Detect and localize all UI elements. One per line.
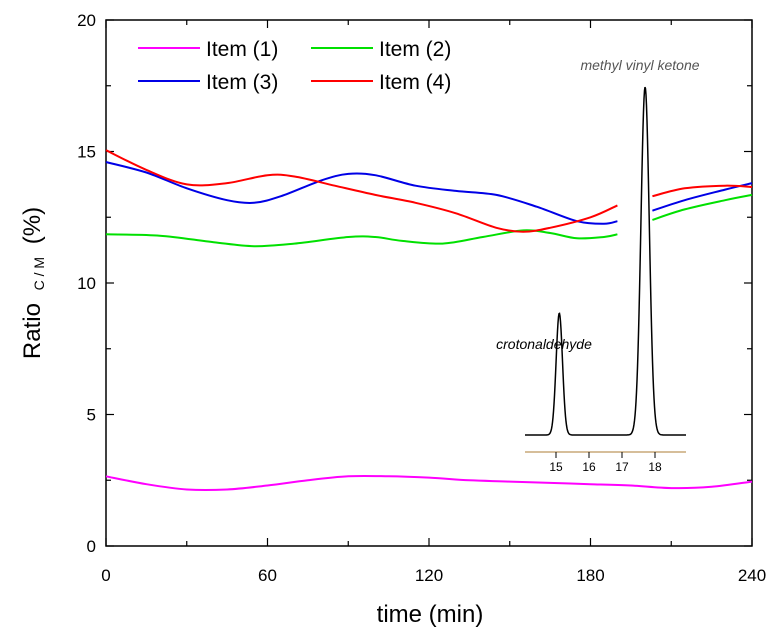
inset-tick-label: 17 bbox=[615, 460, 629, 474]
series-line bbox=[652, 193, 753, 221]
series-line bbox=[105, 149, 618, 233]
series-4 bbox=[105, 149, 753, 233]
y-tick-label: 5 bbox=[87, 406, 96, 425]
y-axis-title: Ratio bbox=[19, 303, 46, 359]
y-axis-subscript: C / M bbox=[31, 257, 47, 290]
chromatogram-trace bbox=[525, 86, 686, 436]
x-tick-label: 120 bbox=[415, 566, 443, 585]
y-tick-label: 15 bbox=[77, 143, 96, 162]
legend: Item (1) Item (2) Item (3) Item (4) bbox=[138, 38, 451, 94]
series-3 bbox=[105, 161, 753, 225]
inset-tick-label: 18 bbox=[648, 460, 662, 474]
y-axis-unit: (%) bbox=[19, 207, 46, 244]
y-tick-label: 20 bbox=[77, 11, 96, 30]
y-tick-label: 0 bbox=[87, 537, 96, 556]
inset-tick-label: 15 bbox=[549, 460, 563, 474]
series-line bbox=[105, 229, 618, 248]
series-line bbox=[105, 474, 753, 492]
legend-label: Item (2) bbox=[379, 38, 451, 61]
legend-item: Item (2) bbox=[311, 38, 451, 61]
chromatogram-inset: 15 16 17 18 crotonaldehyde methyl vinyl keton… bbox=[496, 57, 700, 474]
legend-label: Item (3) bbox=[206, 71, 278, 94]
x-tick-label: 0 bbox=[101, 566, 110, 585]
x-tick-label: 240 bbox=[738, 566, 766, 585]
peak-label-methyl-vinyl-ketone: methyl vinyl ketone bbox=[580, 57, 699, 73]
x-axis-ticks: 0 60 120 180 240 bbox=[101, 20, 766, 585]
series-1 bbox=[105, 474, 753, 492]
legend-item: Item (4) bbox=[311, 71, 451, 94]
x-tick-label: 180 bbox=[576, 566, 604, 585]
legend-item: Item (3) bbox=[138, 71, 278, 94]
x-axis-title: time (min) bbox=[377, 601, 484, 628]
legend-item: Item (1) bbox=[138, 38, 278, 61]
peak-label-crotonaldehyde: crotonaldehyde bbox=[496, 336, 592, 352]
y-axis-title-group: Ratio C / M (%) bbox=[19, 207, 50, 359]
series-2 bbox=[105, 193, 753, 248]
y-tick-label: 10 bbox=[77, 274, 96, 293]
series-line bbox=[105, 161, 618, 225]
y-axis-ticks: 0 5 10 15 20 bbox=[77, 11, 752, 556]
legend-label: Item (1) bbox=[206, 38, 278, 61]
x-tick-label: 60 bbox=[258, 566, 277, 585]
svg-text:Ratio C / M (%): Ratio C / M (%) bbox=[19, 207, 50, 359]
inset-tick-label: 16 bbox=[582, 460, 596, 474]
series-line bbox=[652, 184, 753, 198]
legend-label: Item (4) bbox=[379, 71, 451, 94]
series-layer bbox=[105, 149, 753, 492]
